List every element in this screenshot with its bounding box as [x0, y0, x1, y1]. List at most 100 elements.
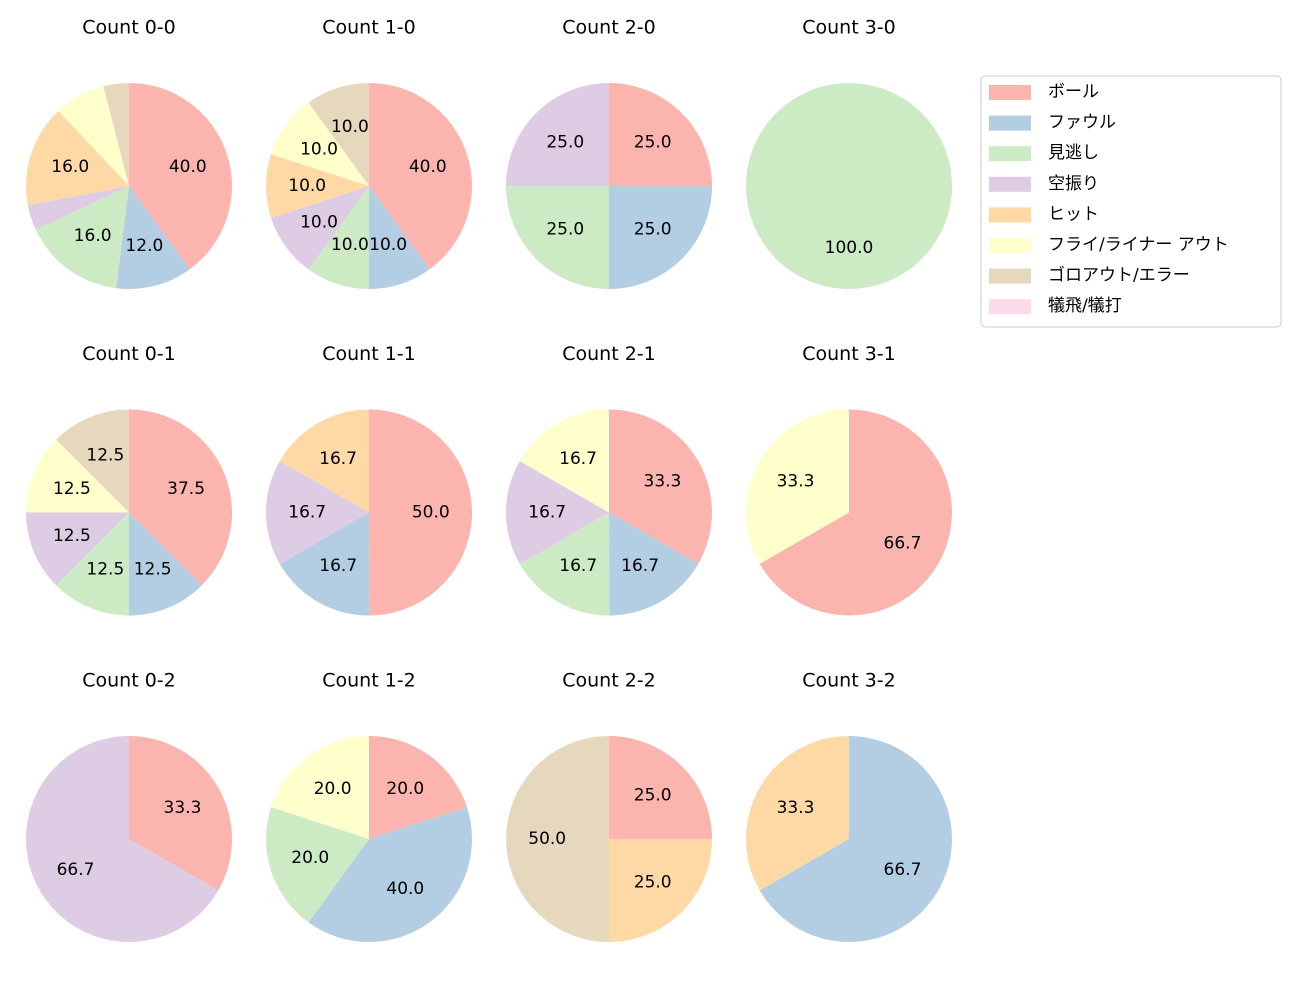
- pie-slice: [759, 736, 953, 942]
- legend-label: ヒット: [1048, 204, 1099, 224]
- data-label: 16.0: [51, 157, 89, 177]
- pie-slice: [519, 409, 609, 513]
- pie-slice: [26, 512, 129, 586]
- pie-slice: [506, 461, 609, 565]
- data-label: 25.0: [634, 873, 672, 893]
- data-label: 12.5: [53, 479, 91, 499]
- chart-title: Count 3-0: [802, 17, 896, 39]
- pie-slice: [103, 83, 129, 186]
- data-label: 16.7: [288, 503, 326, 523]
- data-label: 25.0: [634, 220, 672, 240]
- pie-slice: [519, 512, 610, 616]
- pie-slice: [308, 186, 369, 289]
- legend-label: フライ/ライナー アウト: [1048, 235, 1229, 255]
- data-label: 20.0: [314, 779, 352, 799]
- chart-title: Count 3-2: [802, 670, 896, 692]
- pie-slice: [609, 839, 712, 942]
- chart-title: Count 0-1: [82, 343, 176, 365]
- chart-title: Count 0-2: [82, 670, 176, 692]
- data-label: 37.5: [167, 479, 205, 499]
- data-label: 10.0: [331, 235, 369, 255]
- pie-slice: [271, 736, 369, 839]
- pie-slice: [609, 409, 712, 564]
- pie-slice: [26, 439, 129, 513]
- pie-slice: [266, 807, 369, 923]
- pie-slice: [369, 83, 473, 270]
- data-label: 16.7: [319, 556, 357, 576]
- data-label: 33.3: [644, 471, 682, 491]
- legend-box: [980, 75, 1282, 328]
- data-label: 10.0: [288, 176, 326, 196]
- pie-slice: [25, 736, 219, 943]
- pie-slice: [129, 512, 202, 616]
- data-label: 33.3: [777, 798, 815, 818]
- pie-slice: [506, 736, 609, 942]
- pie-slice: [129, 736, 232, 891]
- pie-slice: [265, 154, 369, 218]
- pie-slice: [746, 83, 952, 289]
- legend-label: ゴロアウト/エラー: [1048, 265, 1190, 286]
- pie-slice: [129, 409, 232, 586]
- chart-title: Count 2-0: [562, 17, 656, 39]
- data-label: 66.7: [884, 533, 922, 553]
- chart-title: Count 3-1: [802, 343, 896, 365]
- data-label: 16.0: [74, 226, 112, 246]
- pie-slice: [56, 409, 130, 513]
- legend-swatch: [989, 115, 1031, 131]
- pie-slice: [746, 736, 849, 891]
- data-label: 25.0: [546, 132, 584, 152]
- data-label: 40.0: [386, 879, 424, 899]
- pie-slice: [609, 186, 712, 289]
- pie-slice: [129, 83, 232, 270]
- legend-swatch: [989, 268, 1031, 284]
- data-label: 16.7: [621, 556, 659, 576]
- data-label: 16.7: [559, 449, 597, 469]
- data-label: 10.0: [331, 117, 369, 137]
- data-label: 12.0: [125, 236, 163, 256]
- pie-slice: [609, 83, 712, 186]
- pie-slice: [308, 807, 473, 942]
- data-label: 25.0: [634, 132, 672, 152]
- data-label: 10.0: [369, 235, 407, 255]
- pie-slice: [27, 186, 129, 230]
- pie-slice: [279, 512, 370, 616]
- data-label: 50.0: [412, 502, 450, 522]
- data-label: 20.0: [291, 848, 329, 868]
- pie-slice: [58, 86, 129, 186]
- legend-swatch: [989, 207, 1031, 223]
- pie-slice: [506, 186, 609, 289]
- data-label: 16.7: [319, 449, 357, 469]
- chart-title: Count 2-2: [562, 670, 656, 692]
- data-label: 40.0: [169, 157, 207, 177]
- legend-label: 空振り: [1048, 174, 1099, 194]
- pie-slice: [759, 409, 952, 616]
- data-label: 25.0: [634, 785, 672, 805]
- data-label: 40.0: [409, 157, 447, 177]
- pie-slice: [56, 512, 130, 616]
- pie-slice: [35, 186, 130, 289]
- pie-slice: [369, 409, 472, 616]
- chart-title: Count 1-2: [322, 670, 416, 692]
- pie-slice: [609, 512, 699, 616]
- data-label: 10.0: [300, 212, 338, 232]
- pie-slice: [369, 736, 467, 839]
- pie-slice: [266, 461, 369, 565]
- chart-title: Count 2-1: [562, 343, 656, 365]
- data-label: 12.5: [86, 445, 124, 465]
- data-label: 16.7: [528, 503, 566, 523]
- legend-label: ファウル: [1048, 113, 1116, 133]
- chart-title: Count 1-1: [322, 343, 416, 365]
- pie-slice: [271, 102, 369, 186]
- data-label: 66.7: [57, 860, 95, 880]
- pie-slice: [746, 409, 849, 564]
- data-label: 10.0: [300, 140, 338, 160]
- pie-slice: [271, 186, 369, 270]
- legend-swatch: [989, 176, 1031, 192]
- legend-swatch: [989, 299, 1031, 315]
- pie-slice: [116, 186, 190, 289]
- data-label: 20.0: [386, 779, 424, 799]
- legend-label: 見逃し: [1048, 143, 1099, 163]
- data-label: 25.0: [546, 220, 584, 240]
- legend-swatch: [989, 238, 1031, 253]
- data-label: 16.7: [559, 556, 597, 576]
